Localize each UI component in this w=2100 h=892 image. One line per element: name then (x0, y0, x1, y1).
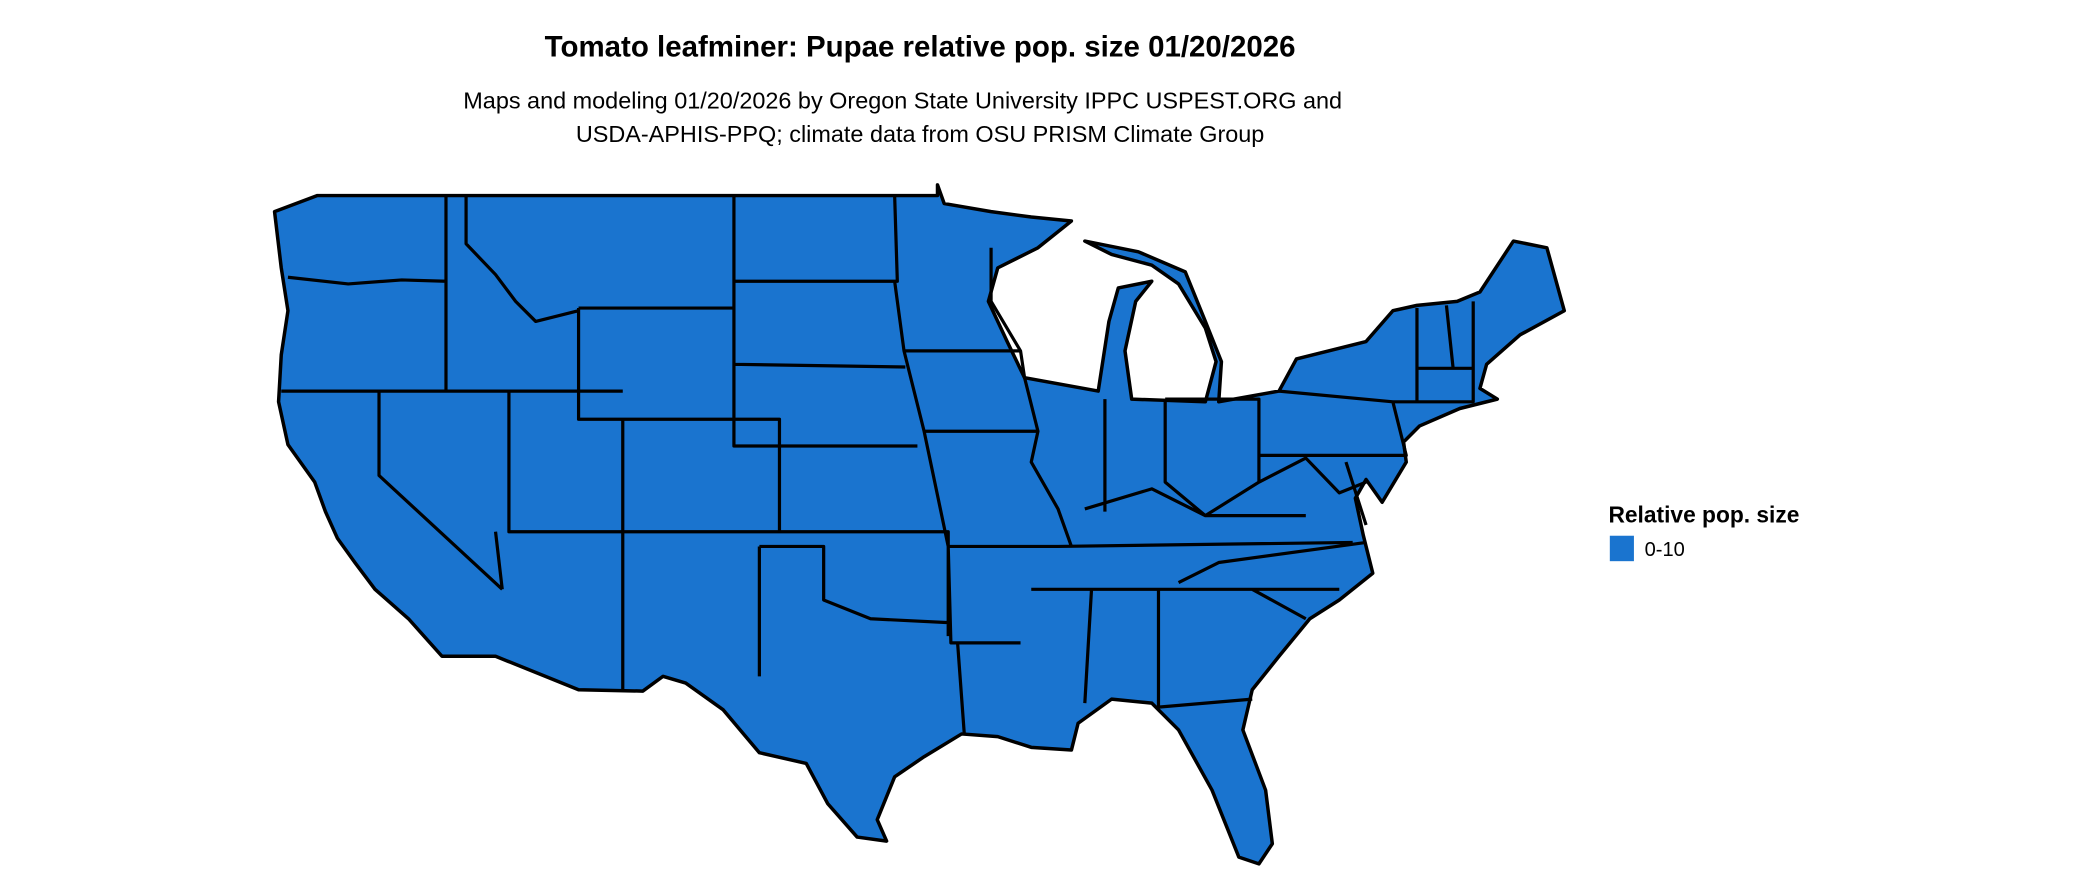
legend-label-0-10: 0-10 (1645, 539, 1685, 561)
us-outline (272, 183, 1567, 866)
map-subtitle-line-2: USDA-APHIS-PPQ; climate data from OSU PR… (576, 121, 1265, 147)
us-map (272, 183, 1567, 866)
state-borders (281, 195, 1475, 735)
legend-swatch-0-10 (1609, 535, 1634, 562)
legend: Relative pop. size 0-10 (1608, 501, 1799, 562)
legend-title: Relative pop. size (1608, 501, 1799, 527)
map-subtitle-line-1: Maps and modeling 01/20/2026 by Oregon S… (463, 88, 1342, 114)
map-title: Tomato leafminer: Pupae relative pop. si… (545, 30, 1296, 63)
